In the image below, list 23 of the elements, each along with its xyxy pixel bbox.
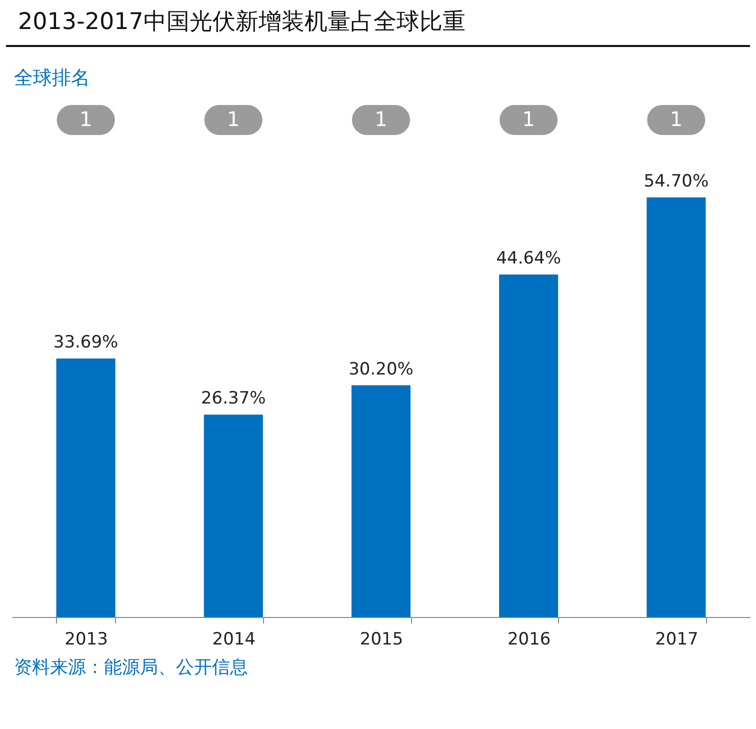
bar (646, 197, 706, 617)
x-tick-label: 2014 (212, 630, 256, 650)
text: 1 (374, 107, 388, 131)
bar (499, 274, 558, 617)
x-tick-label: 2016 (507, 630, 551, 650)
text: 1 (670, 107, 683, 131)
text: 1 (522, 107, 535, 131)
chart-title: 2013-2017中国光伏新增装机量占全球比重 (6, 0, 750, 47)
data-label: 30.20% (348, 359, 414, 380)
bar (56, 358, 116, 617)
bar (351, 385, 411, 617)
x-tick-label: 2017 (655, 630, 698, 650)
bar (204, 414, 263, 617)
text: 1 (79, 107, 92, 131)
text: 资料来源：能源局、公开信息 (13, 656, 249, 679)
chart-subtitle: 全球排名 (13, 66, 91, 91)
text: 1 (227, 107, 240, 131)
x-tick-label: 2013 (64, 630, 108, 650)
data-label: 44.64% (496, 248, 562, 269)
data-label: 54.70% (644, 171, 709, 192)
x-tick-label: 2015 (360, 630, 404, 650)
data-label: 26.37% (200, 388, 266, 409)
data-label: 33.69% (53, 332, 118, 353)
